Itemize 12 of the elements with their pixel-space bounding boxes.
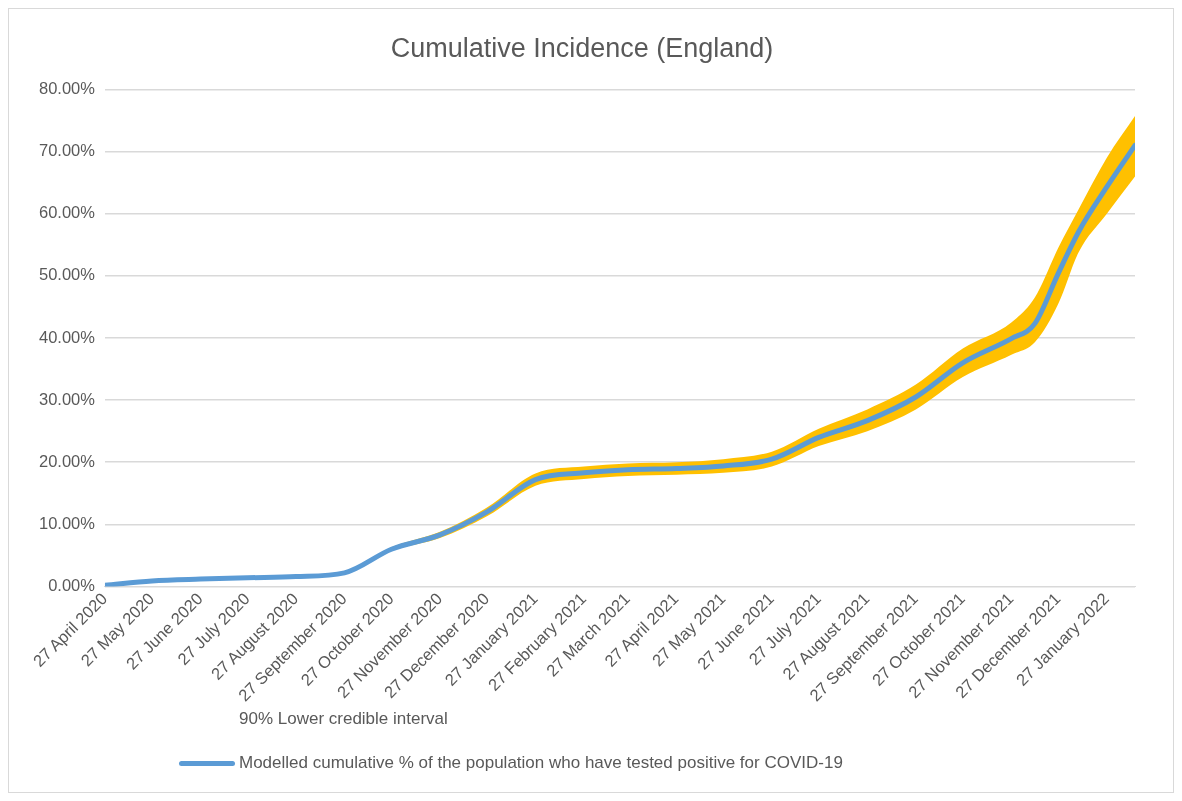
y-tick-label: 30.00% <box>38 389 96 408</box>
y-tick-label: 70.00% <box>38 141 96 160</box>
legend-label: Modelled cumulative % of the population who have tested positive for COVID-19 <box>239 753 843 773</box>
y-tick-label: 40.00% <box>38 327 96 346</box>
y-tick-label: 0.00% <box>48 576 96 595</box>
y-tick-label: 60.00% <box>38 203 96 222</box>
y-tick-label: 20.00% <box>38 451 96 470</box>
chart-title: Cumulative Incidence (England) <box>390 32 774 63</box>
y-tick-label: 10.00% <box>38 513 96 532</box>
legend-title: 90% Lower credible interval <box>239 709 449 729</box>
y-tick-label: 80.00% <box>38 78 96 97</box>
y-tick-label: 50.00% <box>38 265 96 284</box>
